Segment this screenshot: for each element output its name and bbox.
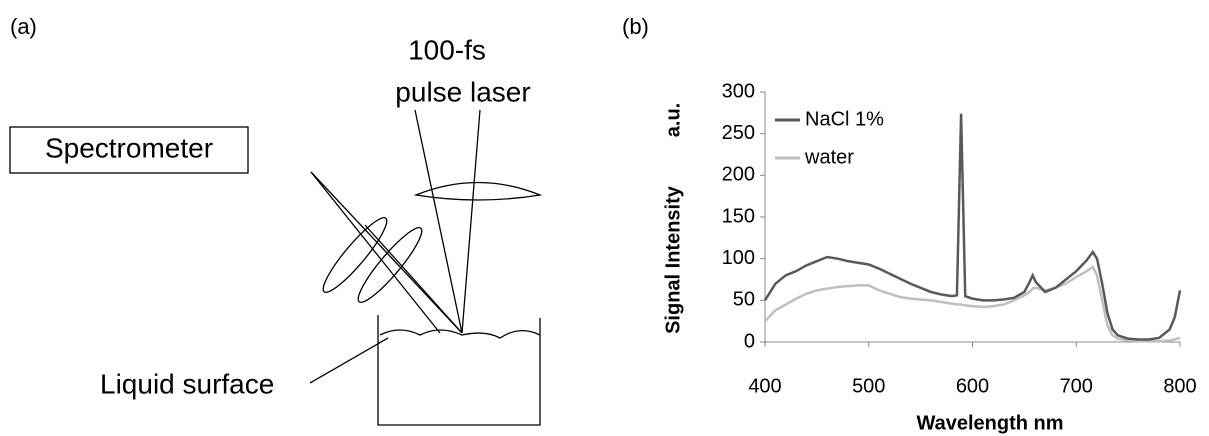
x-tick-label: 400 — [748, 375, 781, 397]
y-tick-label: 150 — [722, 205, 755, 227]
y-tick-label: 0 — [744, 330, 755, 352]
x-tick-label: 700 — [1060, 375, 1093, 397]
laser-label: pulse laser — [395, 76, 530, 107]
y-tick-label: 50 — [733, 289, 755, 311]
y-axis-unit: a.u. — [662, 103, 684, 137]
liquid-surface-label: Liquid surface — [100, 368, 274, 399]
y-tick-label: 200 — [722, 164, 755, 186]
panel-label: (a) — [10, 14, 37, 39]
y-tick-label: 100 — [722, 247, 755, 269]
legend-label: NaCl 1% — [805, 108, 884, 130]
spectrometer-label: Spectrometer — [45, 132, 213, 163]
legend-label: water — [804, 146, 854, 168]
series-line — [765, 267, 1180, 341]
x-tick-label: 600 — [956, 375, 989, 397]
optics-diagram — [250, 110, 540, 425]
panel-label: (b) — [622, 14, 649, 39]
x-tick-label: 500 — [852, 375, 885, 397]
laser-label: 100-fs — [408, 34, 486, 65]
y-tick-label: 300 — [722, 80, 755, 102]
y-axis-title: Signal Intensity — [662, 185, 684, 334]
y-tick-label: 250 — [722, 122, 755, 144]
figure: (a) 100-fs pulse laser Spectrometer Liqu… — [0, 0, 1209, 436]
x-tick-label: 800 — [1163, 375, 1196, 397]
x-axis-title: Wavelength nm — [916, 412, 1063, 434]
